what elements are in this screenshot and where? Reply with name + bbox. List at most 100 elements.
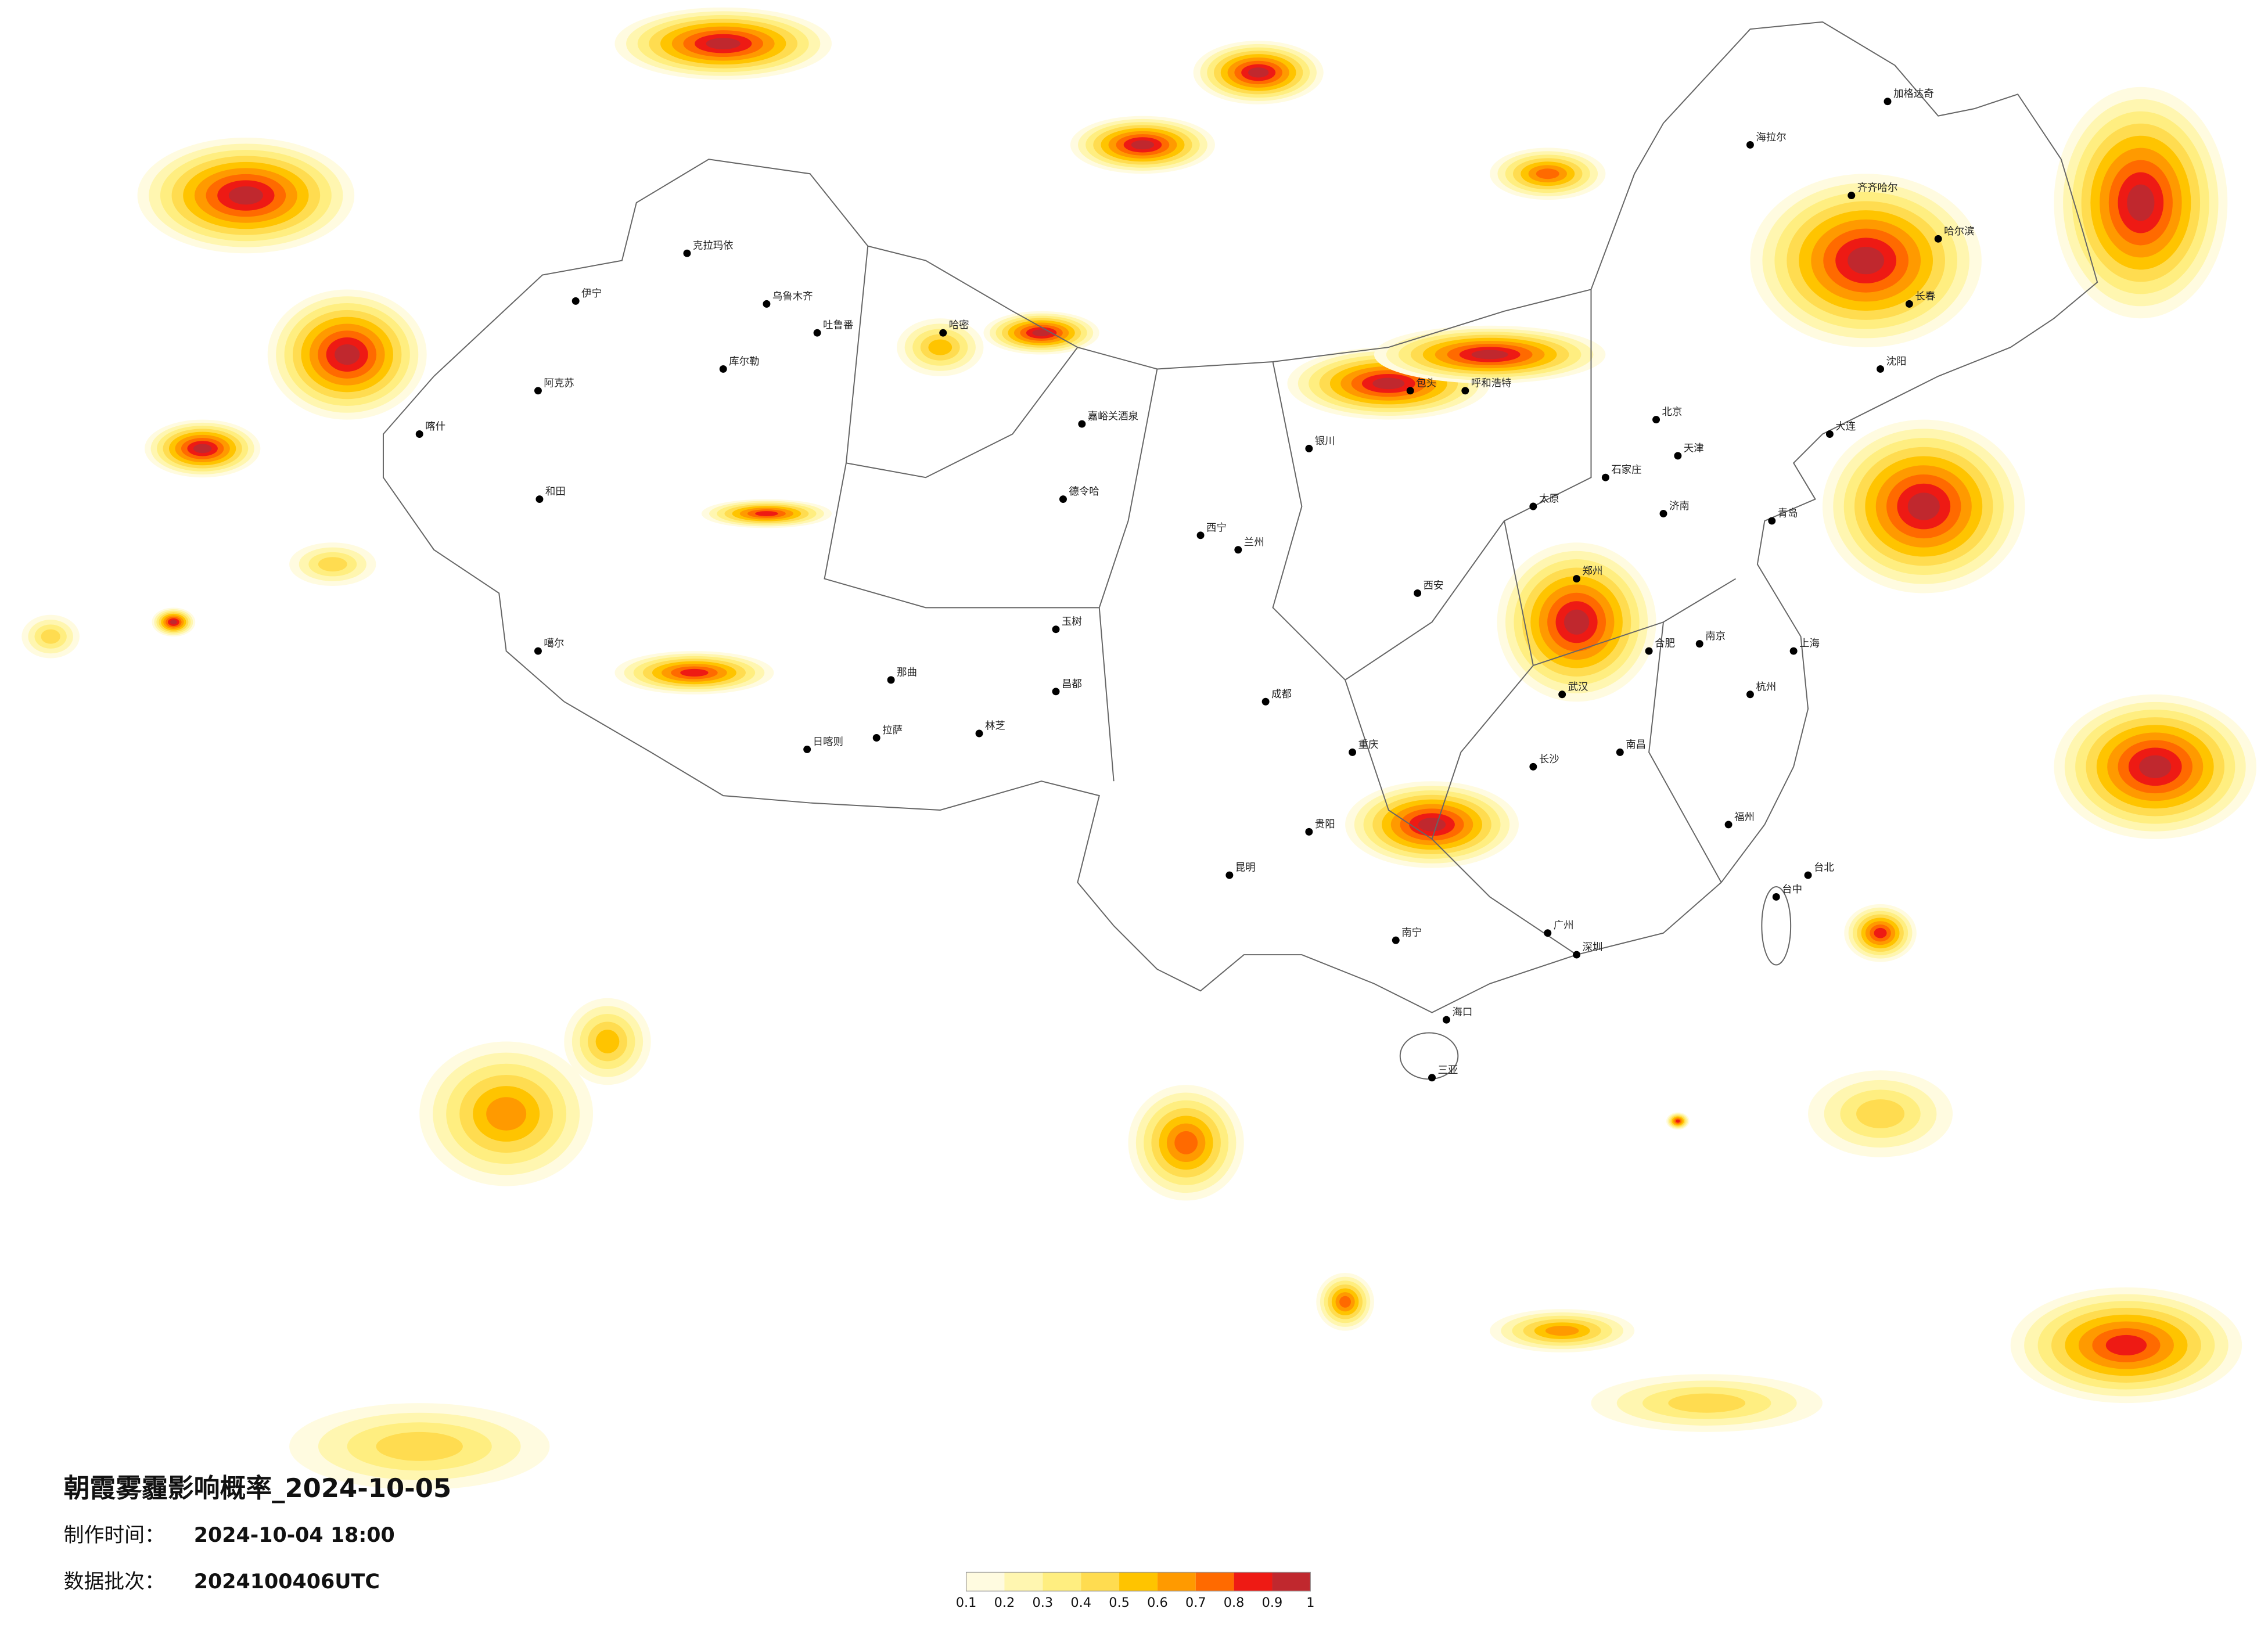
- haze-patch: [1339, 1296, 1352, 1308]
- city-label: 和田: [545, 486, 566, 498]
- city-label: 哈尔滨: [1944, 226, 1974, 238]
- taiwan: [1761, 886, 1792, 966]
- city-label: 南昌: [1626, 739, 1646, 751]
- city-label: 德令哈: [1069, 486, 1099, 498]
- city-label: 加格达奇: [1893, 88, 1934, 100]
- legend-tick-label: 1: [1306, 1595, 1314, 1610]
- made-time: 2024-10-04 18:00: [194, 1524, 395, 1547]
- city-label: 台北: [1814, 862, 1834, 874]
- city-label: 昌都: [1062, 678, 1082, 690]
- city-dot: [535, 495, 544, 503]
- city-label: 武汉: [1568, 681, 1588, 693]
- haze-patch: [228, 186, 263, 205]
- legend-tick-label: 0.2: [994, 1595, 1015, 1610]
- city-label: 成都: [1271, 689, 1292, 700]
- haze-patch: [1032, 329, 1051, 337]
- city-dot: [1225, 871, 1234, 879]
- city-label: 西安: [1424, 580, 1444, 592]
- city-dot: [1825, 430, 1834, 438]
- city-label: 济南: [1669, 501, 1690, 512]
- haze-patch: [170, 620, 177, 625]
- haze-patch: [1174, 1131, 1198, 1154]
- legend-swatch: [1081, 1572, 1120, 1591]
- haze-patch: [680, 668, 709, 677]
- haze-patch: [1563, 609, 1590, 635]
- haze-patch: [1848, 247, 1885, 275]
- haze-patch: [193, 444, 212, 454]
- city-dot: [872, 734, 880, 742]
- city-label: 兰州: [1244, 537, 1264, 548]
- city-label: 玉树: [1062, 616, 1082, 628]
- haze-patch: [1372, 377, 1405, 390]
- city-dot: [1442, 1016, 1450, 1024]
- city-dot: [1573, 951, 1581, 959]
- city-dot: [1934, 235, 1942, 243]
- haze-patch: [1248, 67, 1269, 78]
- city-dot: [1659, 510, 1667, 517]
- city-dot: [1078, 420, 1086, 428]
- city-dot: [1804, 871, 1812, 879]
- legend-tick-label: 0.3: [1033, 1595, 1054, 1610]
- legend-swatch: [1157, 1572, 1196, 1591]
- city-dot: [1529, 502, 1537, 510]
- city-dot: [1529, 762, 1537, 771]
- legend-swatch: [1119, 1572, 1158, 1591]
- haze-patch: [1676, 1119, 1680, 1123]
- city-dot: [1674, 452, 1682, 460]
- city-label: 昆明: [1235, 862, 1256, 874]
- city-label: 海口: [1452, 1007, 1472, 1019]
- city-label: 长沙: [1539, 754, 1559, 765]
- haze-patch: [1536, 168, 1559, 179]
- city-label: 大连: [1835, 421, 1856, 433]
- city-label: 包头: [1416, 377, 1436, 389]
- haze-patch: [376, 1431, 463, 1461]
- city-dot: [719, 365, 727, 373]
- city-label: 杭州: [1756, 681, 1776, 693]
- city-dot: [1052, 625, 1060, 634]
- city-label: 太原: [1539, 494, 1559, 505]
- haze-patch: [1907, 492, 1940, 520]
- city-label: 南宁: [1401, 927, 1422, 939]
- haze-patch: [318, 557, 347, 572]
- city-dot: [1428, 1074, 1436, 1082]
- city-dot: [1772, 893, 1780, 901]
- city-dot: [803, 745, 811, 753]
- city-dot: [683, 249, 691, 257]
- city-dot: [1305, 828, 1313, 836]
- haze-patch: [1418, 818, 1446, 832]
- city-label: 郑州: [1583, 566, 1603, 577]
- city-label: 合肥: [1655, 638, 1675, 650]
- city-dot: [415, 430, 423, 438]
- city-dot: [1601, 473, 1609, 481]
- city-dot: [1573, 575, 1581, 583]
- city-dot: [1746, 141, 1754, 149]
- city-dot: [1746, 690, 1754, 699]
- city-label: 吐鲁番: [823, 320, 853, 332]
- legend-tick-label: 0.1: [956, 1595, 977, 1610]
- city-label: 北京: [1662, 406, 1683, 418]
- legend-swatch: [1272, 1572, 1311, 1591]
- city-dot: [887, 676, 895, 684]
- haze-patch: [335, 344, 360, 365]
- haze-patch: [1874, 927, 1887, 938]
- legend-swatch: [1234, 1572, 1273, 1591]
- city-dot: [1652, 416, 1660, 424]
- legend-tick-label: 0.9: [1262, 1595, 1283, 1610]
- city-label: 乌鲁木齐: [772, 291, 813, 303]
- city-dot: [1789, 647, 1798, 655]
- city-dot: [1414, 589, 1422, 597]
- city-label: 克拉玛依: [693, 240, 734, 252]
- legend-tick-label: 0.4: [1070, 1595, 1091, 1610]
- city-dot: [1695, 640, 1703, 648]
- city-dot: [1392, 936, 1400, 944]
- city-label: 福州: [1734, 811, 1755, 823]
- city-dot: [1905, 300, 1913, 308]
- batch: 2024100406UTC: [194, 1570, 380, 1593]
- city-label: 阿克苏: [544, 377, 574, 389]
- city-dot: [534, 647, 542, 655]
- legend-swatch: [1043, 1572, 1081, 1591]
- city-dot: [1877, 365, 1885, 373]
- haze-patch: [2127, 184, 2155, 221]
- batch-label: 数据批次：: [64, 1570, 165, 1593]
